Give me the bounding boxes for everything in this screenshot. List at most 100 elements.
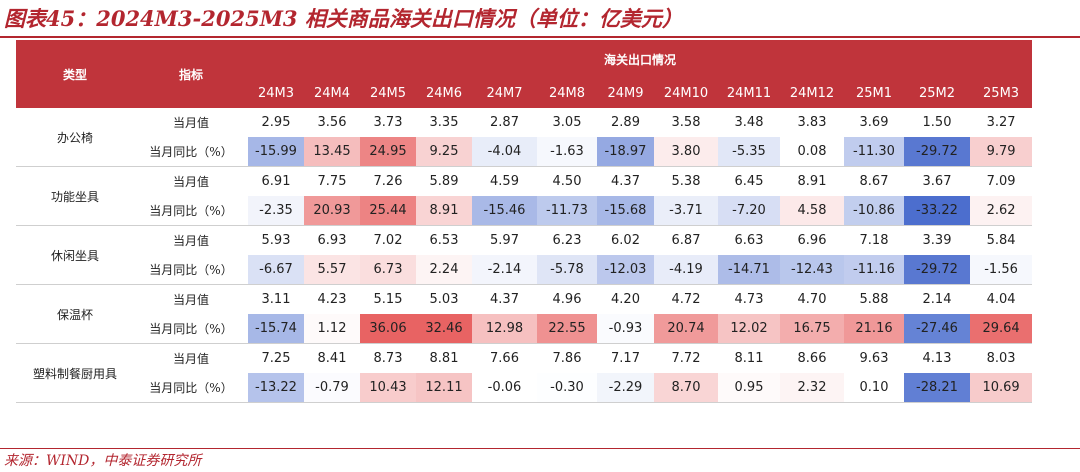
yoy-cell: 0.10	[844, 373, 904, 403]
yoy-cell: -14.71	[718, 255, 780, 285]
yoy-cell: -4.04	[472, 137, 537, 167]
yoy-cell: 0.08	[780, 137, 844, 167]
yoy-cell: 8.70	[654, 373, 718, 403]
value-cell: 7.86	[552, 351, 582, 366]
value-cell: 6.02	[611, 233, 640, 248]
value-cell: 7.18	[859, 233, 889, 248]
yoy-cell: 36.06	[360, 314, 416, 344]
yoy-cell: -1.63	[537, 137, 597, 167]
value-cell: 5.03	[429, 292, 459, 307]
table-row: 塑料制餐厨用具 当月值 7.25 8.41 8.73 8.81 7.66 7.86 7.17 7.…	[16, 343, 1032, 403]
indicator-label: 当月同比（%）	[134, 196, 248, 226]
yoy-cell: -2.14	[472, 255, 537, 285]
yoy-cell: -11.16	[844, 255, 904, 285]
yoy-cell: -18.97	[597, 137, 654, 167]
yoy-cell: -28.21	[904, 373, 970, 403]
yoy-cell: -29.72	[904, 255, 970, 285]
value-cell: 4.04	[986, 292, 1016, 307]
value-cell: 4.50	[552, 174, 582, 189]
chart-title: 图表45：2024M3-2025M3 相关商品海关出口情况（单位：亿美元）	[4, 6, 683, 31]
value-cell: 8.41	[317, 351, 347, 366]
header-month: 24M3	[248, 78, 304, 108]
value-cell: 6.96	[797, 233, 827, 248]
export-table: 类型 指标 海关出口情况 24M3 24M4 24M5 24M6 24M7 24M8 24M…	[16, 40, 1033, 403]
yoy-cell: 9.25	[416, 137, 472, 167]
value-cell: 6.91	[261, 174, 291, 189]
value-cell: 7.26	[373, 174, 403, 189]
yoy-cell: -7.20	[718, 196, 780, 226]
value-cell: 3.73	[373, 115, 403, 130]
value-cell: 4.37	[611, 174, 640, 189]
yoy-cell: 3.80	[654, 137, 718, 167]
value-cell: 6.45	[734, 174, 764, 189]
table-row: 保温杯 当月值 3.11 4.23 5.15 5.03 4.37 4.96 4.20 4.72 4.…	[16, 284, 1032, 344]
value-cell: 5.38	[671, 174, 701, 189]
value-cell: 7.72	[671, 351, 701, 366]
value-cell: 3.48	[734, 115, 764, 130]
value-cell: 3.58	[671, 115, 701, 130]
yoy-cell: -0.30	[537, 373, 597, 403]
header-group: 海关出口情况	[248, 40, 1033, 78]
yoy-cell: -15.74	[248, 314, 304, 344]
indicator-label: 当月值	[172, 293, 209, 307]
indicator-label: 当月值	[172, 175, 209, 189]
value-cell: 4.59	[490, 174, 519, 189]
value-cell: 4.37	[490, 292, 519, 307]
value-cell: 5.84	[986, 233, 1016, 248]
table-row: 当月同比（%） -6.67 5.57 6.73 2.24 -2.14 -5.78 -12.03…	[16, 255, 1033, 285]
yoy-cell: 16.75	[780, 314, 844, 344]
value-cell: 3.56	[317, 115, 347, 130]
yoy-cell: -4.19	[654, 255, 718, 285]
indicator-label: 当月同比（%）	[134, 314, 248, 344]
yoy-cell: 2.62	[970, 196, 1033, 226]
value-cell: 4.96	[552, 292, 582, 307]
header-month: 25M3	[970, 78, 1033, 108]
header-type: 类型	[16, 40, 134, 108]
table-row: 功能坐具 当月值 6.91 7.75 7.26 5.89 4.59 4.50 4.37 5.38 6…	[16, 166, 1032, 226]
table-body: 办公椅 当月值 2.95 3.56 3.73 3.35 2.87 3.05 2.89 3.58 3.…	[16, 108, 1033, 403]
yoy-cell: -3.71	[654, 196, 718, 226]
value-cell: 6.93	[317, 233, 347, 248]
yoy-cell: -0.93	[597, 314, 654, 344]
value-cell: 8.66	[797, 351, 827, 366]
yoy-cell: -10.86	[844, 196, 904, 226]
table-row: 当月同比（%） -15.99 13.45 24.95 9.25 -4.04 -1.63 -18…	[16, 137, 1033, 167]
yoy-cell: -12.43	[780, 255, 844, 285]
yoy-cell: 0.95	[718, 373, 780, 403]
value-cell: 6.63	[734, 233, 764, 248]
yoy-cell: 6.73	[360, 255, 416, 285]
value-cell: 2.89	[611, 115, 640, 130]
value-cell: 1.50	[922, 115, 952, 130]
table-row: 当月同比（%） -15.74 1.12 36.06 32.46 12.98 22.55 -0.…	[16, 314, 1033, 344]
table-row: 当月同比（%） -2.35 20.93 25.44 8.91 -15.46 -11.73 -1…	[16, 196, 1033, 226]
table-row: 休闲坐具 当月值 5.93 6.93 7.02 6.53 5.97 6.23 6.02 6.87 6…	[16, 225, 1032, 285]
indicator-label: 当月同比（%）	[134, 255, 248, 285]
table-row: 办公椅 当月值 2.95 3.56 3.73 3.35 2.87 3.05 2.89 3.58 3.…	[16, 108, 1032, 167]
yoy-cell: -1.56	[970, 255, 1033, 285]
yoy-cell: 20.93	[304, 196, 360, 226]
yoy-cell: 4.58	[780, 196, 844, 226]
value-cell: 3.69	[859, 115, 889, 130]
value-cell: 5.88	[859, 292, 889, 307]
yoy-cell: 5.57	[304, 255, 360, 285]
yoy-cell: 13.45	[304, 137, 360, 167]
category-label: 功能坐具	[16, 166, 134, 226]
yoy-cell: -0.06	[472, 373, 537, 403]
yoy-cell: 12.11	[416, 373, 472, 403]
value-cell: 8.81	[429, 351, 459, 366]
indicator-label: 当月同比（%）	[134, 373, 248, 403]
value-cell: 4.72	[671, 292, 701, 307]
header-months-row: 24M3 24M4 24M5 24M6 24M7 24M8 24M9 24M10 24M11 24…	[16, 78, 1033, 108]
value-cell: 8.91	[797, 174, 827, 189]
yoy-cell: 8.91	[416, 196, 472, 226]
yoy-cell: -12.03	[597, 255, 654, 285]
yoy-cell: -2.29	[597, 373, 654, 403]
yoy-cell: -5.35	[718, 137, 780, 167]
value-cell: 4.23	[317, 292, 347, 307]
yoy-cell: 22.55	[537, 314, 597, 344]
value-cell: 4.13	[922, 351, 952, 366]
yoy-cell: -33.22	[904, 196, 970, 226]
value-cell: 5.93	[261, 233, 291, 248]
yoy-cell: -5.78	[537, 255, 597, 285]
header-month: 24M7	[472, 78, 537, 108]
